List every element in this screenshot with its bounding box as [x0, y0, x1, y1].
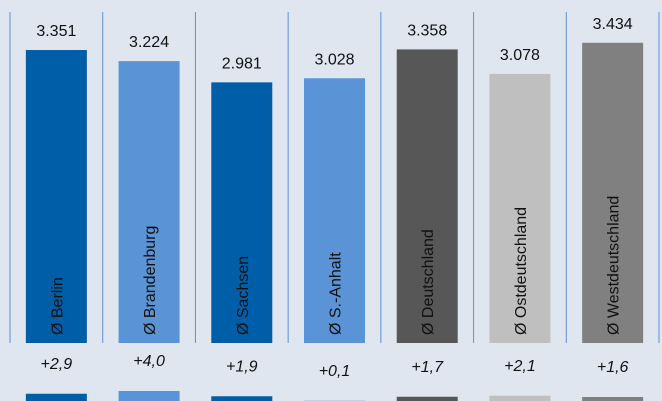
- value-label: +2,9: [41, 356, 73, 373]
- bar: [211, 82, 273, 343]
- bar: [582, 397, 644, 401]
- value-label: +1,7: [411, 359, 444, 376]
- bar: [489, 395, 551, 401]
- value-label: 3.434: [593, 16, 633, 33]
- value-label: +1,9: [226, 358, 258, 375]
- bar: [25, 393, 87, 401]
- value-label: +4,0: [133, 353, 165, 370]
- bar: [489, 73, 551, 343]
- value-label: 2.981: [222, 55, 262, 72]
- value-label: 3.028: [314, 51, 354, 68]
- bar: [304, 78, 365, 343]
- category-label: Ø Deutschland: [420, 229, 437, 335]
- value-label: +2,1: [504, 358, 536, 375]
- bar: [118, 391, 180, 401]
- category-label: Ø S.-Anhalt: [328, 252, 345, 335]
- value-label: +1,6: [597, 359, 629, 376]
- bar: [396, 49, 458, 343]
- value-label: 3.358: [407, 22, 447, 39]
- category-label: Ø Brandenburg: [142, 226, 159, 335]
- category-label: Ø Ostdeutschland: [513, 207, 530, 335]
- value-label: +0,1: [319, 363, 351, 380]
- category-label: Ø Berlin: [49, 277, 66, 335]
- bar: [396, 396, 458, 401]
- bar: [25, 50, 87, 343]
- category-label: Ø Westdeutschland: [606, 196, 623, 335]
- category-label: Ø Sachsen: [235, 256, 252, 335]
- bar: [118, 61, 180, 344]
- value-label: 3.351: [36, 23, 76, 40]
- value-label: 3.224: [129, 34, 169, 51]
- bar: [211, 396, 273, 401]
- bar: [582, 42, 644, 343]
- value-label: 3.078: [500, 47, 540, 64]
